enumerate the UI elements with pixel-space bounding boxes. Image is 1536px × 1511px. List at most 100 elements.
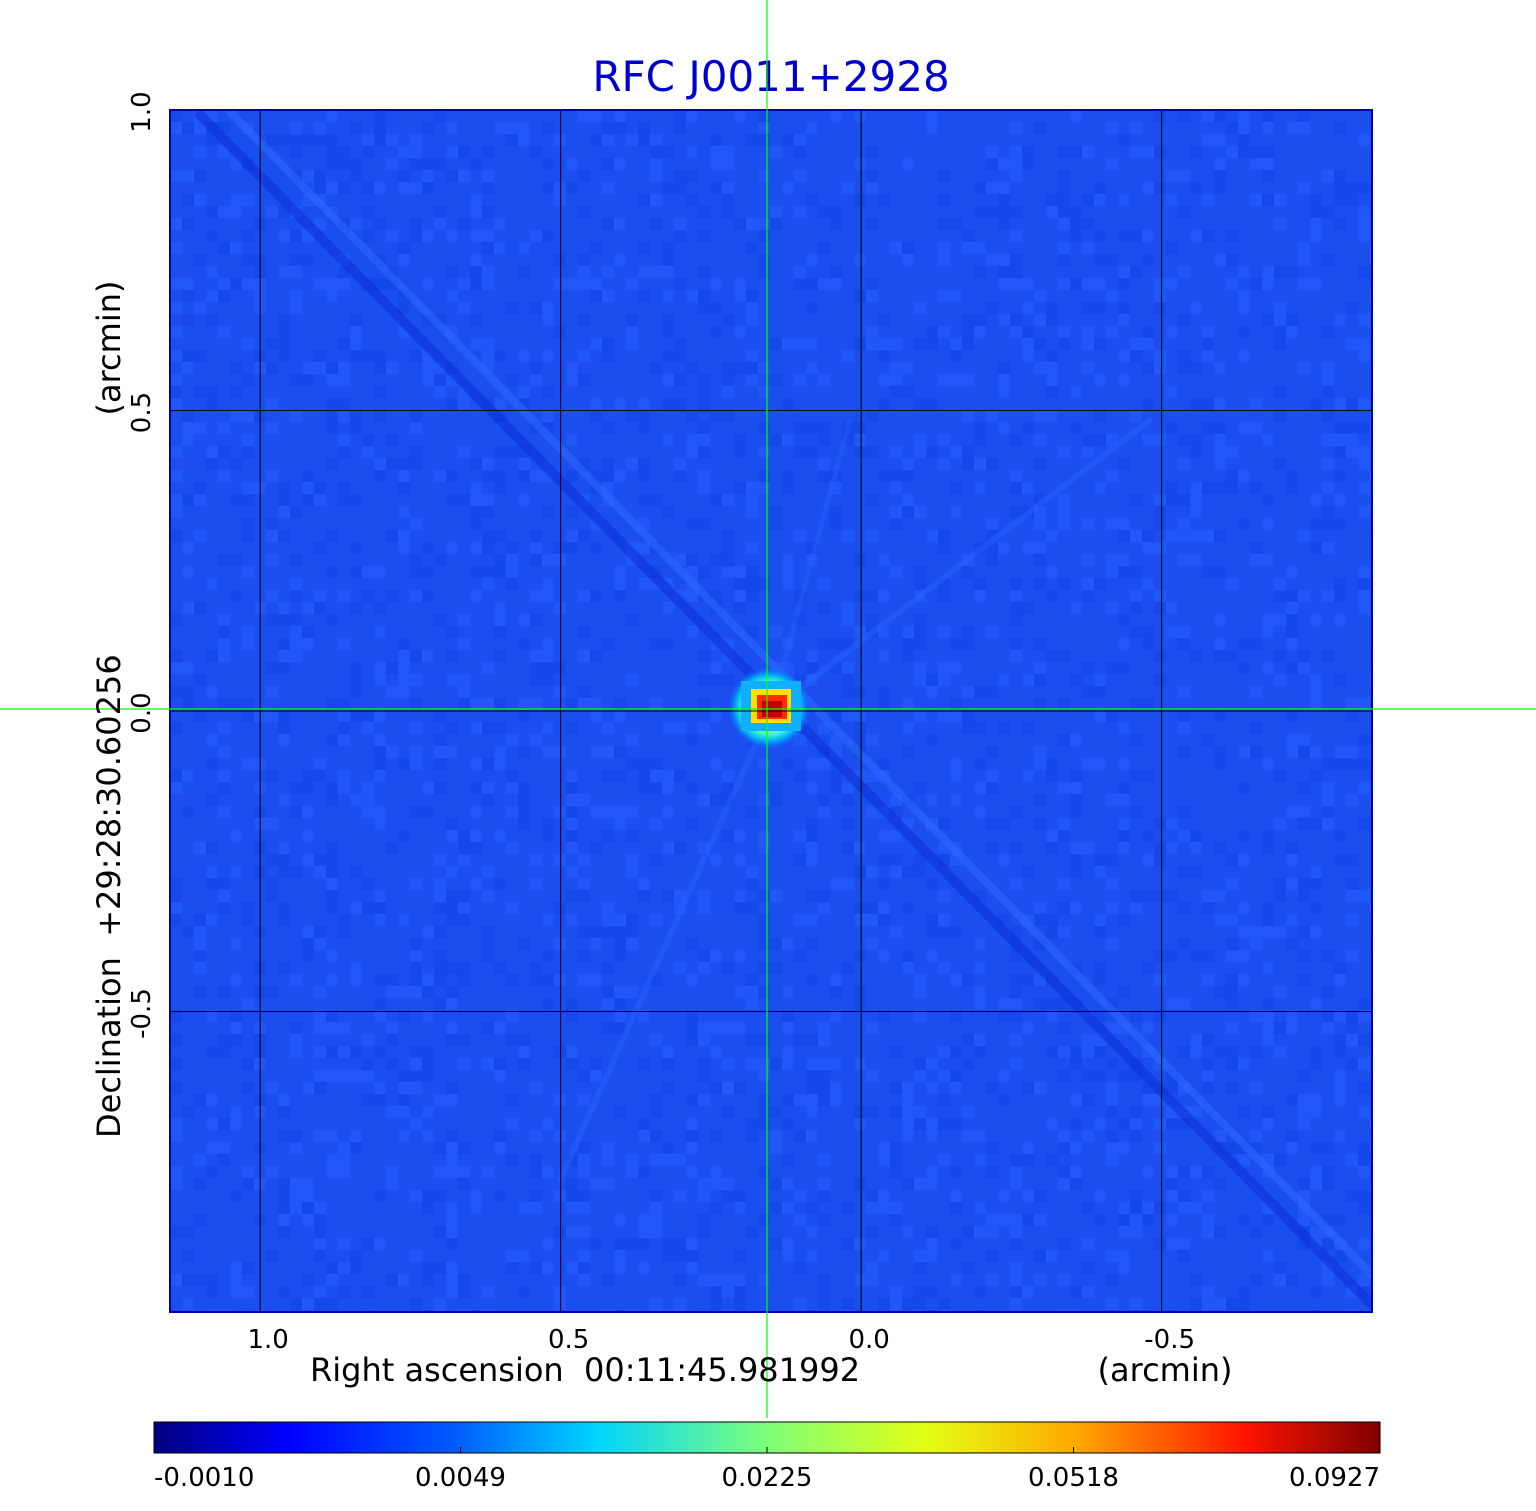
noise-cell [290,974,302,986]
noise-cell [266,686,278,698]
noise-cell [1322,410,1334,422]
noise-cell [374,278,386,290]
noise-cell [422,1262,434,1274]
noise-cell [818,1190,830,1202]
noise-cell [374,1190,386,1202]
noise-cell [890,446,902,458]
noise-cell [338,698,350,710]
noise-cell [842,1202,854,1214]
noise-cell [350,902,362,914]
noise-cell [242,374,254,386]
noise-cell [266,614,278,626]
noise-cell [506,566,518,578]
noise-cell [938,890,950,902]
noise-cell [830,878,842,890]
noise-cell [638,1226,650,1238]
noise-cell [1190,1106,1202,1118]
noise-cell [806,302,818,314]
noise-cell [518,122,530,134]
noise-cell [662,254,674,266]
noise-cell [626,338,638,350]
noise-cell [710,1178,722,1190]
noise-cell [674,902,686,914]
noise-cell [950,926,962,938]
noise-cell [614,578,626,590]
noise-cell [650,1106,662,1118]
noise-cell [290,506,302,518]
noise-cell [518,1046,530,1058]
noise-cell [326,614,338,626]
noise-cell [974,266,986,278]
noise-cell [410,1058,422,1070]
noise-cell [782,1250,794,1262]
noise-cell [434,746,446,758]
noise-cell [926,530,938,542]
noise-cell [434,1262,446,1274]
noise-cell [1334,974,1346,986]
noise-cell [1166,1166,1178,1178]
noise-cell [1010,170,1022,182]
noise-cell [230,1118,242,1130]
noise-cell [1130,602,1142,614]
noise-cell [1274,770,1286,782]
noise-cell [1334,962,1346,974]
noise-cell [194,938,206,950]
noise-cell [878,554,890,566]
noise-cell [1010,326,1022,338]
noise-cell [434,554,446,566]
noise-cell [218,782,230,794]
noise-cell [794,134,806,146]
noise-cell [1274,1274,1286,1286]
noise-cell [1178,1238,1190,1250]
noise-cell [458,1178,470,1190]
noise-cell [182,662,194,674]
noise-cell [1322,590,1334,602]
noise-cell [1322,1166,1334,1178]
noise-cell [1202,734,1214,746]
noise-cell [962,374,974,386]
noise-cell [1070,1142,1082,1154]
noise-cell [1334,1070,1346,1082]
noise-cell [830,638,842,650]
noise-cell [446,1142,458,1154]
noise-cell [734,566,746,578]
noise-cell [854,722,866,734]
noise-cell [398,530,410,542]
noise-cell [710,494,722,506]
noise-cell [1286,938,1298,950]
noise-cell [1358,1058,1370,1070]
noise-cell [638,410,650,422]
noise-cell [974,782,986,794]
noise-cell [818,1094,830,1106]
noise-cell [1118,638,1130,650]
noise-cell [350,1070,362,1082]
noise-cell [794,206,806,218]
noise-cell [758,266,770,278]
noise-cell [1082,446,1094,458]
noise-cell [758,890,770,902]
noise-cell [890,1106,902,1118]
noise-cell [722,1022,734,1034]
noise-cell [470,494,482,506]
noise-cell [722,770,734,782]
noise-cell [914,1106,926,1118]
noise-cell [686,938,698,950]
noise-cell [962,242,974,254]
noise-cell [710,302,722,314]
noise-cell [458,1166,470,1178]
noise-cell [1130,494,1142,506]
noise-cell [602,470,614,482]
noise-cell [854,446,866,458]
noise-cell [242,410,254,422]
noise-cell [1214,746,1226,758]
noise-cell [854,290,866,302]
noise-cell [962,230,974,242]
noise-cell [170,722,182,734]
noise-cell [1130,626,1142,638]
noise-cell [410,878,422,890]
noise-cell [1178,362,1190,374]
noise-cell [458,914,470,926]
noise-cell [686,1130,698,1142]
noise-cell [470,314,482,326]
noise-cell [1178,626,1190,638]
